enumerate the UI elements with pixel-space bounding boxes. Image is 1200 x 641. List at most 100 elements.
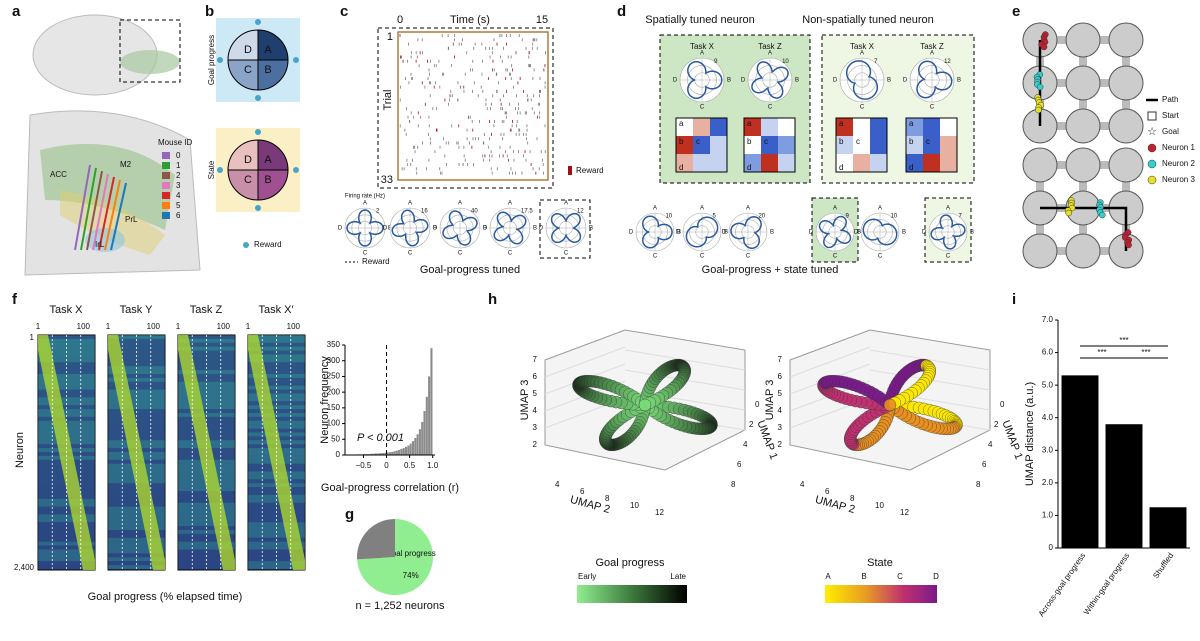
polar-letter: D [539, 226, 544, 232]
cell-letter: d [839, 163, 843, 172]
maze-bar [1122, 40, 1130, 83]
heatmap-cell [710, 154, 727, 172]
hist-bar [370, 453, 373, 455]
legend-dot [1147, 159, 1157, 169]
colorbar-title: State [867, 557, 893, 569]
polar-letter: D [903, 78, 908, 84]
maze-node [1065, 22, 1101, 58]
cell-letter: d [747, 163, 751, 172]
subtitle: Spatially tuned neuron [645, 14, 754, 26]
polar-scale: 9 [714, 59, 718, 65]
hist-bar [409, 443, 412, 455]
caption: Goal-progress tuned [420, 264, 520, 276]
tick-label: 6 [737, 460, 742, 469]
legend-label: Path [1162, 95, 1178, 104]
cell-letter: d [679, 163, 683, 172]
hist-bar [388, 452, 391, 455]
legend-swatch [162, 182, 170, 189]
maze-bar [1036, 208, 1044, 251]
reward-drop [217, 57, 223, 63]
tick-label: 10 [630, 501, 639, 510]
acc-region [40, 143, 175, 230]
polar-letter: A [833, 206, 837, 212]
polar-letter: B [902, 230, 906, 236]
polar-scale: 10 [665, 213, 672, 219]
heatmap-cell [744, 118, 761, 136]
y-tick-label: 300 [327, 356, 341, 365]
maze-bar [1040, 79, 1083, 87]
heatmap-row [178, 416, 235, 421]
raster-frame [377, 27, 554, 189]
probe-track [86, 170, 103, 251]
tick-label: 2 [994, 420, 999, 429]
tick-label: 4 [988, 440, 993, 449]
polar-letter: A [700, 51, 704, 57]
y-tick-label: 50 [331, 434, 340, 443]
heatmap-cell [870, 136, 887, 154]
heatmap-cell [676, 118, 693, 136]
maze-node [1065, 65, 1101, 101]
cell-letter: d [909, 163, 913, 172]
quadrant [227, 139, 259, 171]
y-tick-label: 0 [1049, 543, 1054, 552]
hist-bar [414, 438, 417, 455]
tick-label: 1 [106, 322, 111, 331]
legend-swatch [162, 162, 170, 169]
tick-label: 0 [755, 400, 760, 409]
tick-label: 100 [147, 322, 161, 331]
heatmap-row [108, 420, 165, 425]
task-label: Task Z [190, 304, 223, 316]
cell-letter: b [747, 137, 752, 146]
x-axis-label: Goal-progress correlation (r) [321, 482, 459, 494]
significance: *** [1119, 336, 1128, 345]
polar-letter: C [860, 105, 865, 111]
pie-slice [357, 519, 395, 560]
heatmap-cell [761, 118, 778, 136]
tick-label: 15 [536, 14, 548, 26]
cell-letter: a [839, 119, 844, 128]
heatmap-cell [778, 154, 795, 172]
legend-swatch [162, 202, 170, 209]
reward-icon [243, 242, 249, 248]
polar-scale: 12 [577, 209, 584, 215]
polar-letter: B [589, 226, 593, 232]
maze-bar [1036, 165, 1044, 208]
task-label: Task X [850, 42, 875, 51]
quadrant [227, 29, 259, 61]
caption: n = 1,252 neurons [356, 600, 445, 612]
quadrant-letter: C [244, 64, 252, 76]
heatmap-row [248, 416, 305, 421]
tick-label: 100 [77, 322, 91, 331]
hist-bar [430, 348, 433, 455]
cell-letter: c [696, 137, 700, 146]
polar-letter: D [629, 230, 634, 236]
raster [397, 31, 549, 181]
polar-letter: C [408, 251, 413, 257]
polar-scale: 17.5 [521, 209, 533, 215]
colorbar-tick: Late [670, 572, 686, 581]
heatmap-cell [853, 154, 870, 172]
highlight-box [539, 199, 591, 259]
subtitle: Non-spatially tuned neuron [802, 14, 933, 26]
y-tick-label: 3.0 [1042, 445, 1054, 454]
tuning-curve [642, 215, 673, 249]
polar-letter: D [383, 226, 388, 232]
polar-caption: Firing rate (Hz) [345, 194, 385, 200]
tick-label: 2,400 [14, 563, 35, 572]
hist-bar [391, 451, 394, 455]
heatmap-cell [940, 136, 957, 154]
tick-label: 4 [533, 406, 538, 415]
polar-scale: 40 [471, 209, 478, 215]
maze-bar [1079, 208, 1087, 251]
probe-track [80, 167, 97, 251]
polar-letter: C [653, 254, 658, 260]
umap-grid [544, 346, 626, 378]
axis-label: UMAP 3 [519, 380, 531, 421]
tick-label: 7 [778, 355, 783, 364]
polar-scale: 10 [782, 59, 789, 65]
polar-letter: B [857, 230, 861, 236]
heatmap-frame [743, 117, 796, 173]
hist-bar [398, 449, 401, 455]
polar-letter: B [795, 78, 799, 84]
heatmap-cell [853, 136, 870, 154]
